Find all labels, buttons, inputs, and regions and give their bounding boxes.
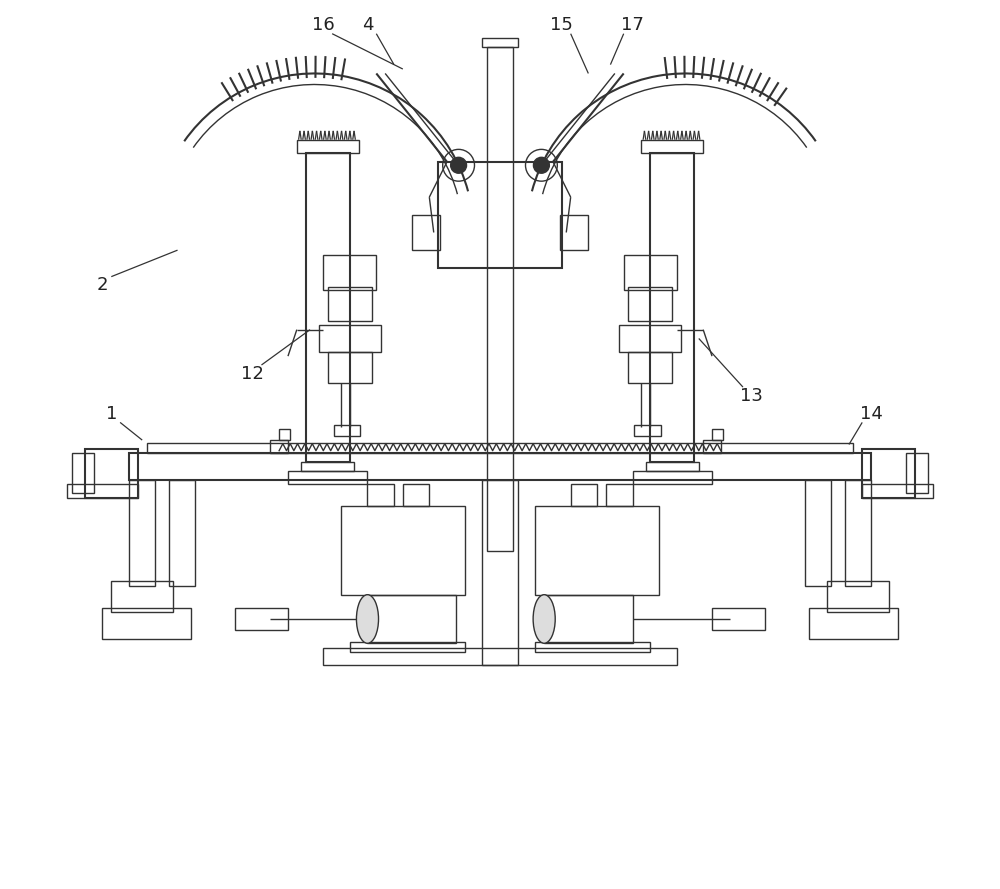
Bar — [147, 443, 853, 453]
Bar — [288, 471, 367, 485]
Bar — [169, 480, 195, 586]
Text: 14: 14 — [860, 404, 882, 422]
Bar — [628, 352, 672, 382]
Bar — [862, 449, 915, 498]
Bar — [323, 254, 376, 290]
Bar — [628, 287, 672, 321]
Text: 15: 15 — [550, 16, 573, 34]
Bar — [650, 153, 694, 462]
Bar — [367, 595, 456, 644]
Bar — [544, 595, 633, 644]
Text: 16: 16 — [312, 16, 335, 34]
Text: 12: 12 — [241, 364, 264, 383]
Bar — [341, 507, 465, 595]
Bar — [624, 254, 677, 290]
Bar — [129, 453, 871, 480]
Bar — [641, 140, 703, 153]
Text: 2: 2 — [97, 276, 108, 294]
Bar — [102, 608, 191, 639]
Text: 13: 13 — [740, 387, 763, 404]
Text: 1: 1 — [106, 404, 117, 422]
Bar — [703, 440, 721, 453]
Bar — [403, 485, 429, 507]
Bar — [634, 425, 661, 436]
Bar — [827, 581, 889, 613]
Bar — [129, 480, 155, 586]
Bar — [297, 140, 359, 153]
Bar — [560, 215, 588, 250]
Bar — [111, 581, 173, 613]
Bar — [328, 352, 372, 382]
Bar — [270, 440, 288, 453]
Bar — [482, 480, 518, 665]
Bar — [85, 449, 138, 498]
Circle shape — [451, 157, 467, 173]
Bar — [862, 485, 933, 498]
Bar — [845, 480, 871, 586]
Bar — [646, 462, 699, 471]
Bar — [319, 325, 381, 352]
Bar — [412, 215, 440, 250]
Bar — [712, 429, 723, 440]
Bar — [279, 429, 290, 440]
Bar — [328, 287, 372, 321]
Bar — [619, 325, 681, 352]
Bar — [809, 608, 898, 639]
Bar — [306, 153, 350, 462]
Bar — [350, 642, 465, 653]
Bar — [487, 47, 513, 550]
Bar — [805, 480, 831, 586]
Text: 17: 17 — [621, 16, 644, 34]
Bar — [301, 462, 354, 471]
Bar — [535, 507, 659, 595]
Ellipse shape — [533, 595, 555, 644]
Bar — [606, 485, 633, 507]
Bar — [67, 485, 138, 498]
Bar — [438, 162, 562, 268]
Bar — [323, 648, 677, 665]
Text: 4: 4 — [362, 16, 373, 34]
Bar — [633, 471, 712, 485]
Ellipse shape — [356, 595, 379, 644]
Bar — [235, 608, 288, 630]
Bar — [571, 485, 597, 507]
Bar — [712, 608, 765, 630]
Bar — [72, 453, 94, 493]
Bar — [906, 453, 928, 493]
Circle shape — [533, 157, 549, 173]
Bar — [535, 642, 650, 653]
Bar — [482, 38, 518, 47]
Bar — [367, 485, 394, 507]
Bar — [334, 425, 360, 436]
